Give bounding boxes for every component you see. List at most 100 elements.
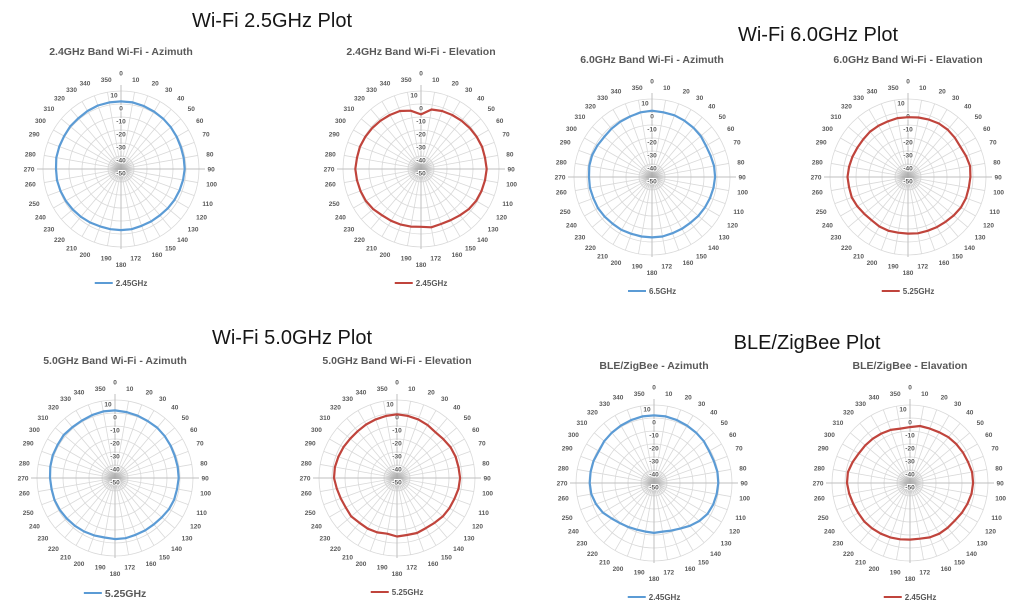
angle-tick-label: 172 (406, 565, 417, 572)
angle-tick-label: 180 (110, 571, 121, 578)
radial-tick-label: -20 (416, 132, 426, 139)
angle-tick-label: 260 (814, 495, 825, 502)
angle-tick-label: 80 (482, 461, 490, 468)
angle-tick-label: 140 (964, 245, 975, 252)
angle-tick-label: 100 (739, 495, 750, 502)
angle-tick-label: 100 (200, 490, 211, 497)
radial-tick-label: -40 (649, 472, 659, 479)
polar-chart-ble-zigbee-azimuth-svg: BLE/ZigBee - Azimuth100-10-20-30-40-5001… (557, 360, 751, 602)
angle-tick-label: 230 (577, 541, 588, 548)
angle-tick-label: 70 (989, 139, 997, 146)
angle-tick-label: 90 (739, 175, 747, 182)
radial-tick-label: 10 (386, 402, 394, 409)
radiation-pattern-curve (588, 414, 720, 534)
angle-tick-label: 250 (818, 515, 829, 522)
angle-tick-label: 70 (735, 445, 743, 452)
angle-tick-label: 200 (356, 561, 367, 568)
angle-tick-label: 0 (650, 79, 654, 86)
chart-title: 5.0GHz Band Wi-Fi - Azimuth (43, 355, 187, 367)
angle-tick-label: 50 (721, 420, 729, 427)
radial-tick-label: 0 (119, 106, 123, 113)
radial-tick-label: -10 (416, 119, 426, 126)
radial-tick-label: -10 (392, 428, 402, 435)
angle-tick-label: 90 (995, 175, 1003, 182)
angle-tick-label: 340 (611, 89, 622, 96)
angle-tick-label: 180 (905, 576, 916, 583)
radiation-pattern-curve (54, 100, 186, 232)
angle-tick-label: 80 (739, 466, 747, 473)
angle-tick-label: 10 (432, 77, 440, 84)
angle-tick-label: 110 (202, 201, 213, 208)
radial-tick-label: -10 (905, 433, 915, 440)
chart-title: 5.0GHz Band Wi-Fi - Elevation (322, 355, 471, 367)
polar-center-smudge (407, 155, 435, 183)
angle-tick-label: 280 (25, 152, 36, 159)
angle-tick-label: 200 (869, 566, 880, 573)
angle-tick-label: 350 (377, 386, 388, 393)
angle-tick-label: 320 (354, 95, 365, 102)
chart-title: 2.4GHz Band Wi-Fi - Azimuth (49, 46, 193, 58)
angle-tick-label: 60 (985, 432, 993, 439)
angle-tick-label: 230 (344, 227, 355, 234)
radiation-pattern-curve (48, 409, 180, 541)
angle-tick-label: 90 (202, 476, 210, 483)
angle-tick-label: 172 (917, 264, 928, 271)
radiation-pattern-curve (332, 413, 462, 538)
angle-tick-label: 300 (824, 432, 835, 439)
angle-tick-label: 50 (488, 106, 496, 113)
angle-tick-label: 172 (661, 264, 672, 271)
angle-tick-label: 50 (182, 415, 190, 422)
angle-tick-label: 180 (116, 262, 127, 269)
angle-tick-label: 250 (562, 515, 573, 522)
angle-tick-label: 350 (632, 85, 643, 92)
angle-tick-label: 80 (737, 160, 745, 167)
radial-tick-label: -20 (647, 140, 657, 147)
angle-tick-label: 340 (867, 89, 878, 96)
angle-tick-label: 230 (38, 536, 49, 543)
radial-tick-label: -50 (647, 179, 657, 186)
angle-tick-label: 120 (190, 524, 201, 531)
angle-tick-label: 140 (177, 237, 188, 244)
angle-tick-label: 120 (985, 529, 996, 536)
radiation-pattern-curve (846, 116, 972, 235)
section-ble-zigbee: BLE/ZigBee Plot BLE/ZigBee - Azimuth 10 0-… (512, 301, 1024, 602)
angle-tick-label: 330 (855, 401, 866, 408)
radial-tick-label: -20 (110, 441, 120, 448)
angle-tick-label: 150 (952, 254, 963, 261)
angle-tick-label: 270 (300, 476, 311, 483)
radial-tick-label: -50 (116, 171, 126, 178)
chart-row-wifi-2-5ghz: 2.4GHz Band Wi-Fi - Azimuth 10 0 -10 -20 -30-… (15, 42, 527, 299)
angle-tick-label: 240 (566, 223, 577, 230)
angle-tick-label: 190 (95, 565, 106, 572)
angle-tick-label: 240 (335, 215, 346, 222)
polar-center-smudge (896, 469, 924, 497)
polar-center-smudge (640, 469, 668, 497)
radial-tick-label: -30 (649, 459, 659, 466)
section-title-wifi-5-0ghz: Wi-Fi 5.0GHz Plot (211, 327, 373, 349)
angle-tick-label: 120 (983, 223, 994, 230)
section-wifi-2-5ghz: Wi-Fi 2.5GHz Plot 2.4GHz Band Wi-Fi - Az… (0, 0, 518, 301)
angle-tick-label: 190 (401, 256, 412, 263)
polar-center-smudge (107, 155, 135, 183)
angle-tick-label: 220 (841, 245, 852, 252)
angle-tick-label: 70 (502, 131, 510, 138)
legend-label: 6.5GHz (649, 287, 676, 296)
chart-row-ble-zigbee: BLE/ZigBee - Azimuth 10 0 -10 -20 -30 -40 -50 0 1… (526, 356, 1024, 602)
angle-tick-label: 20 (939, 89, 947, 96)
angle-tick-label: 120 (727, 223, 738, 230)
legend-label: 5.25GHz (903, 287, 935, 296)
angle-tick-label: 300 (566, 126, 577, 133)
angle-tick-label: 60 (196, 118, 204, 125)
radial-tick-label: -30 (392, 454, 402, 461)
angle-tick-label: 270 (813, 481, 824, 488)
angle-tick-label: 330 (366, 87, 377, 94)
angle-tick-label: 150 (465, 246, 476, 253)
angle-tick-label: 240 (822, 223, 833, 230)
angle-tick-label: 210 (853, 254, 864, 261)
angle-tick-label: 310 (575, 114, 586, 121)
angle-tick-label: 150 (159, 555, 170, 562)
angle-tick-label: 50 (464, 415, 472, 422)
angle-tick-label: 30 (465, 87, 473, 94)
angle-tick-label: 100 (737, 189, 748, 196)
angle-tick-label: 180 (903, 270, 914, 277)
